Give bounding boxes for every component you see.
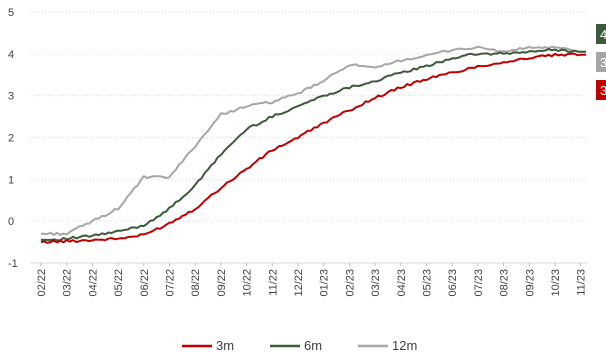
series-line-12m bbox=[40, 45, 586, 236]
x-tick-label: 02/23 bbox=[344, 269, 356, 297]
x-tick-label: 03/22 bbox=[62, 269, 74, 297]
series-line-3m bbox=[40, 52, 586, 244]
x-tick-label: 09/22 bbox=[216, 269, 228, 297]
y-tick-label: 2 bbox=[8, 133, 14, 145]
end-label: 4 bbox=[600, 27, 606, 42]
end-label-box bbox=[596, 80, 606, 100]
x-tick-label: 05/22 bbox=[113, 269, 125, 297]
series-lines bbox=[40, 45, 586, 244]
grid-lines bbox=[30, 11, 588, 264]
y-tick-label: 0 bbox=[8, 216, 14, 228]
legend-label-3m: 3m bbox=[216, 338, 234, 353]
x-tick-label: 10/22 bbox=[242, 269, 254, 297]
x-tick-label: 06/22 bbox=[139, 269, 151, 297]
x-tick-label: 07/22 bbox=[165, 269, 177, 297]
x-tick-label: 11/22 bbox=[267, 269, 279, 296]
y-tick-label: 5 bbox=[8, 7, 14, 19]
x-tick-label: 06/23 bbox=[447, 269, 459, 297]
x-tick-label: 08/23 bbox=[499, 269, 511, 297]
axes: -1 0 1 2 3 4 5 02/22 03/22 04/22 05/22 06/22 07/22 08… bbox=[8, 7, 588, 297]
y-tick-label: 4 bbox=[8, 49, 14, 61]
x-tick-label: 11/23 bbox=[576, 269, 588, 296]
y-tick-label: -1 bbox=[8, 258, 18, 270]
x-tick-label: 03/23 bbox=[370, 269, 382, 297]
x-tick-label: 08/22 bbox=[190, 269, 202, 297]
x-tick-label: 01/23 bbox=[319, 269, 331, 297]
end-label-box bbox=[596, 24, 606, 44]
x-tick-label: 02/22 bbox=[36, 269, 48, 297]
x-tick-label: 10/23 bbox=[550, 269, 562, 297]
end-label: 3 bbox=[600, 83, 606, 98]
end-label-box bbox=[596, 52, 606, 72]
end-labels: 4 3 3 bbox=[596, 24, 606, 100]
x-tick-label: 09/23 bbox=[524, 269, 536, 297]
x-tick-label: 04/23 bbox=[396, 269, 408, 297]
legend-label-6m: 6m bbox=[304, 338, 322, 353]
x-tick-label: 05/23 bbox=[422, 269, 434, 297]
x-tick-label: 04/22 bbox=[87, 269, 99, 297]
legend-label-12m: 12m bbox=[392, 338, 417, 353]
legend: 3m 6m 12m bbox=[182, 338, 417, 353]
end-label: 3 bbox=[600, 55, 606, 70]
x-tick-label: 07/23 bbox=[473, 269, 485, 297]
series-line-6m bbox=[40, 48, 586, 242]
y-tick-label: 1 bbox=[8, 174, 14, 186]
y-tick-label: 3 bbox=[8, 91, 14, 103]
x-tick-label: 12/22 bbox=[293, 269, 305, 297]
